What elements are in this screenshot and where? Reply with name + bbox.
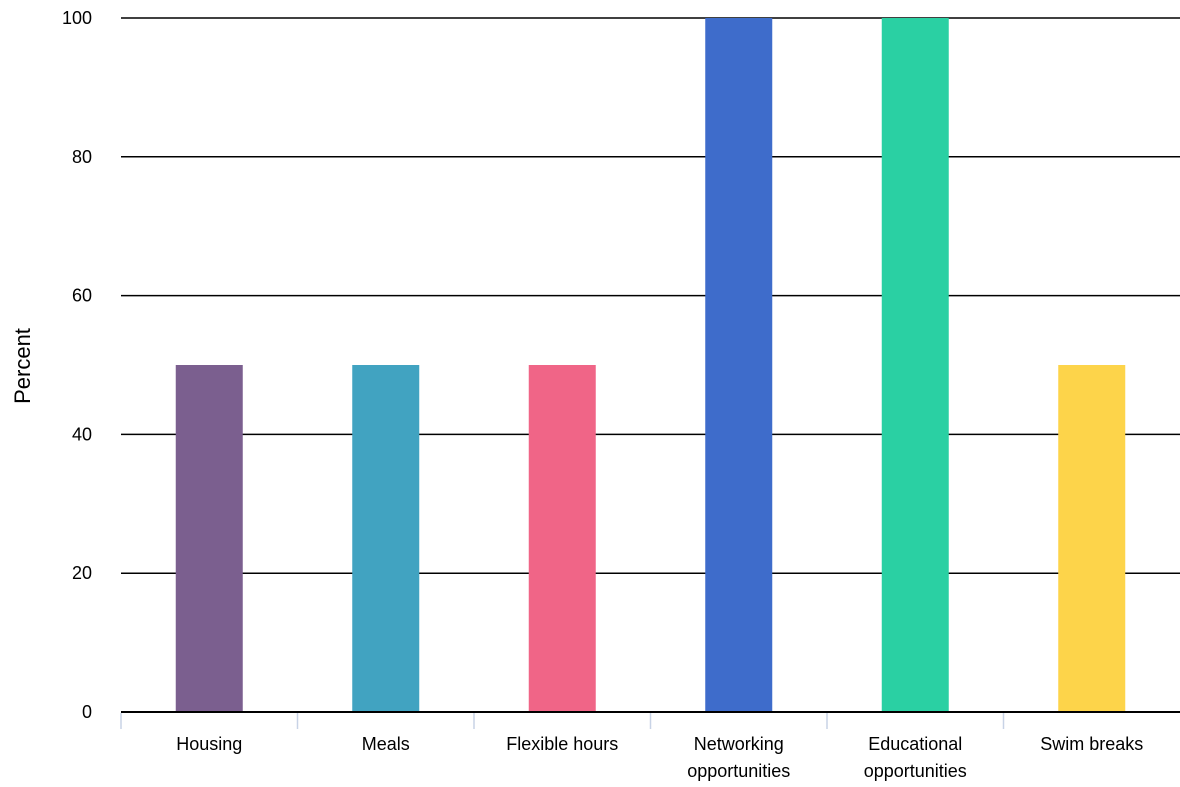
y-axis-title: Percent	[10, 328, 35, 404]
x-tick-label: Networking opportunities	[687, 734, 790, 781]
y-tick-label: 40	[72, 424, 92, 444]
x-tick-label: Housing	[176, 734, 242, 754]
y-tick-label: 100	[62, 8, 92, 28]
x-axis	[120, 711, 1180, 729]
y-tick-label: 0	[82, 702, 92, 722]
bar	[352, 365, 420, 712]
bar	[705, 18, 773, 712]
y-tick-label: 60	[72, 286, 92, 306]
bar	[528, 365, 596, 712]
y-tick-label: 20	[72, 563, 92, 583]
bar	[1058, 365, 1126, 712]
x-tick-label: Educational opportunities	[864, 734, 967, 781]
bar	[175, 365, 243, 712]
x-tick-label: Swim breaks	[1040, 734, 1143, 754]
y-tick-label: 80	[72, 147, 92, 167]
x-tick-label: Flexible hours	[506, 734, 618, 754]
gridlines	[121, 17, 1180, 574]
x-tick-label: Meals	[362, 734, 410, 754]
x-axis-ticks: Housing Meals Flexible hours Networking oppo…	[176, 734, 1143, 781]
y-axis-ticks: 0 20 40 60 80 100	[62, 8, 92, 722]
bars	[175, 18, 1126, 712]
bar	[881, 18, 949, 712]
